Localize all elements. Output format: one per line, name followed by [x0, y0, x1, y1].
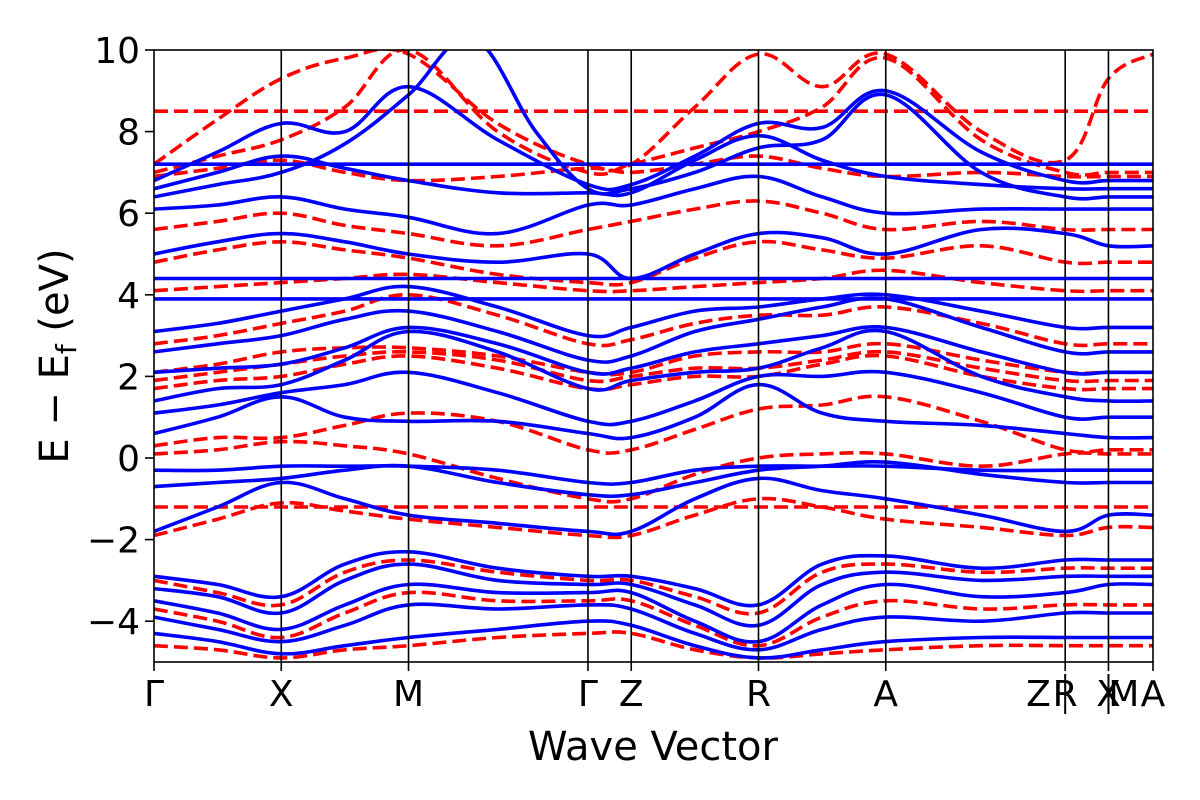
solid-band-line [154, 602, 1153, 652]
solid-band-line [154, 284, 1153, 339]
solid-band-line [154, 382, 1153, 441]
dashed-band-line [154, 199, 1153, 248]
y-axis-label-unit: (eV) [32, 248, 78, 344]
solid-band-line [154, 582, 1153, 644]
y-tick-label: 6 [117, 194, 140, 235]
solid-band-line [154, 369, 1153, 427]
solid-band-line [154, 464, 1153, 486]
dashed-band-line [154, 394, 1153, 455]
y-axis-label-subscript: f [50, 343, 83, 354]
y-tick-label: 8 [117, 113, 140, 154]
x-tick-label: R [746, 674, 771, 715]
y-axis-label-main: E − E [32, 354, 78, 464]
dashed-band-line [154, 590, 1153, 648]
solid-band-line [154, 325, 1153, 376]
x-tick-label: M [1108, 674, 1139, 715]
solid-band-line [154, 84, 1153, 192]
x-tick-label: Γ [144, 674, 164, 715]
dashed-band-line [154, 239, 1153, 287]
x-tick-label: Z [1026, 674, 1051, 715]
dashed-band-line [154, 50, 1153, 177]
y-tick-label: 2 [117, 357, 140, 398]
solid-band-line [154, 562, 1153, 628]
y-tick-label: 0 [117, 439, 140, 480]
y-tick-label: −2 [87, 521, 140, 562]
y-tick-label: 10 [94, 31, 140, 72]
bands-layer [154, 50, 1153, 660]
plot-frame [153, 49, 1154, 663]
solid-band-line [154, 459, 1153, 499]
solid-band-line [154, 296, 1153, 364]
dashed-band-line [154, 292, 1153, 348]
x-tick-label: A [1141, 674, 1166, 715]
high-symmetry-lines [280, 50, 1110, 662]
solid-band-line [154, 226, 1153, 281]
solid-band-line [154, 174, 1153, 236]
dashed-band-line [154, 630, 1153, 660]
x-tick-label: R [1053, 674, 1078, 715]
x-tick-label: Γ [578, 674, 598, 715]
x-axis-label: Wave Vector [528, 724, 779, 770]
solid-band-line [154, 619, 1153, 660]
solid-band-line [154, 549, 1153, 608]
dashed-band-line [154, 353, 1153, 392]
x-tick-label: Z [619, 674, 644, 715]
y-tick-label: 4 [117, 276, 140, 317]
x-tick-label: X [269, 674, 294, 715]
y-axis-ticks: −4 −2 0 2 4 6 8 10 [87, 31, 154, 643]
x-tick-label: A [873, 674, 898, 715]
dashed-band-line [154, 558, 1153, 616]
solid-band-line [154, 328, 1153, 404]
x-tick-label: M [393, 674, 424, 715]
x-axis-ticks: Γ X M Γ Z R A Z R XM A [144, 662, 1166, 715]
dashed-band-line [154, 341, 1153, 377]
solid-band-line [154, 476, 1153, 537]
x-tick-label: X [1096, 674, 1121, 715]
y-axis-label: E − Ef (eV) [32, 248, 83, 463]
dashed-band-line [154, 349, 1153, 384]
dashed-band-line [154, 50, 1153, 173]
y-tick-label: −4 [87, 602, 140, 643]
